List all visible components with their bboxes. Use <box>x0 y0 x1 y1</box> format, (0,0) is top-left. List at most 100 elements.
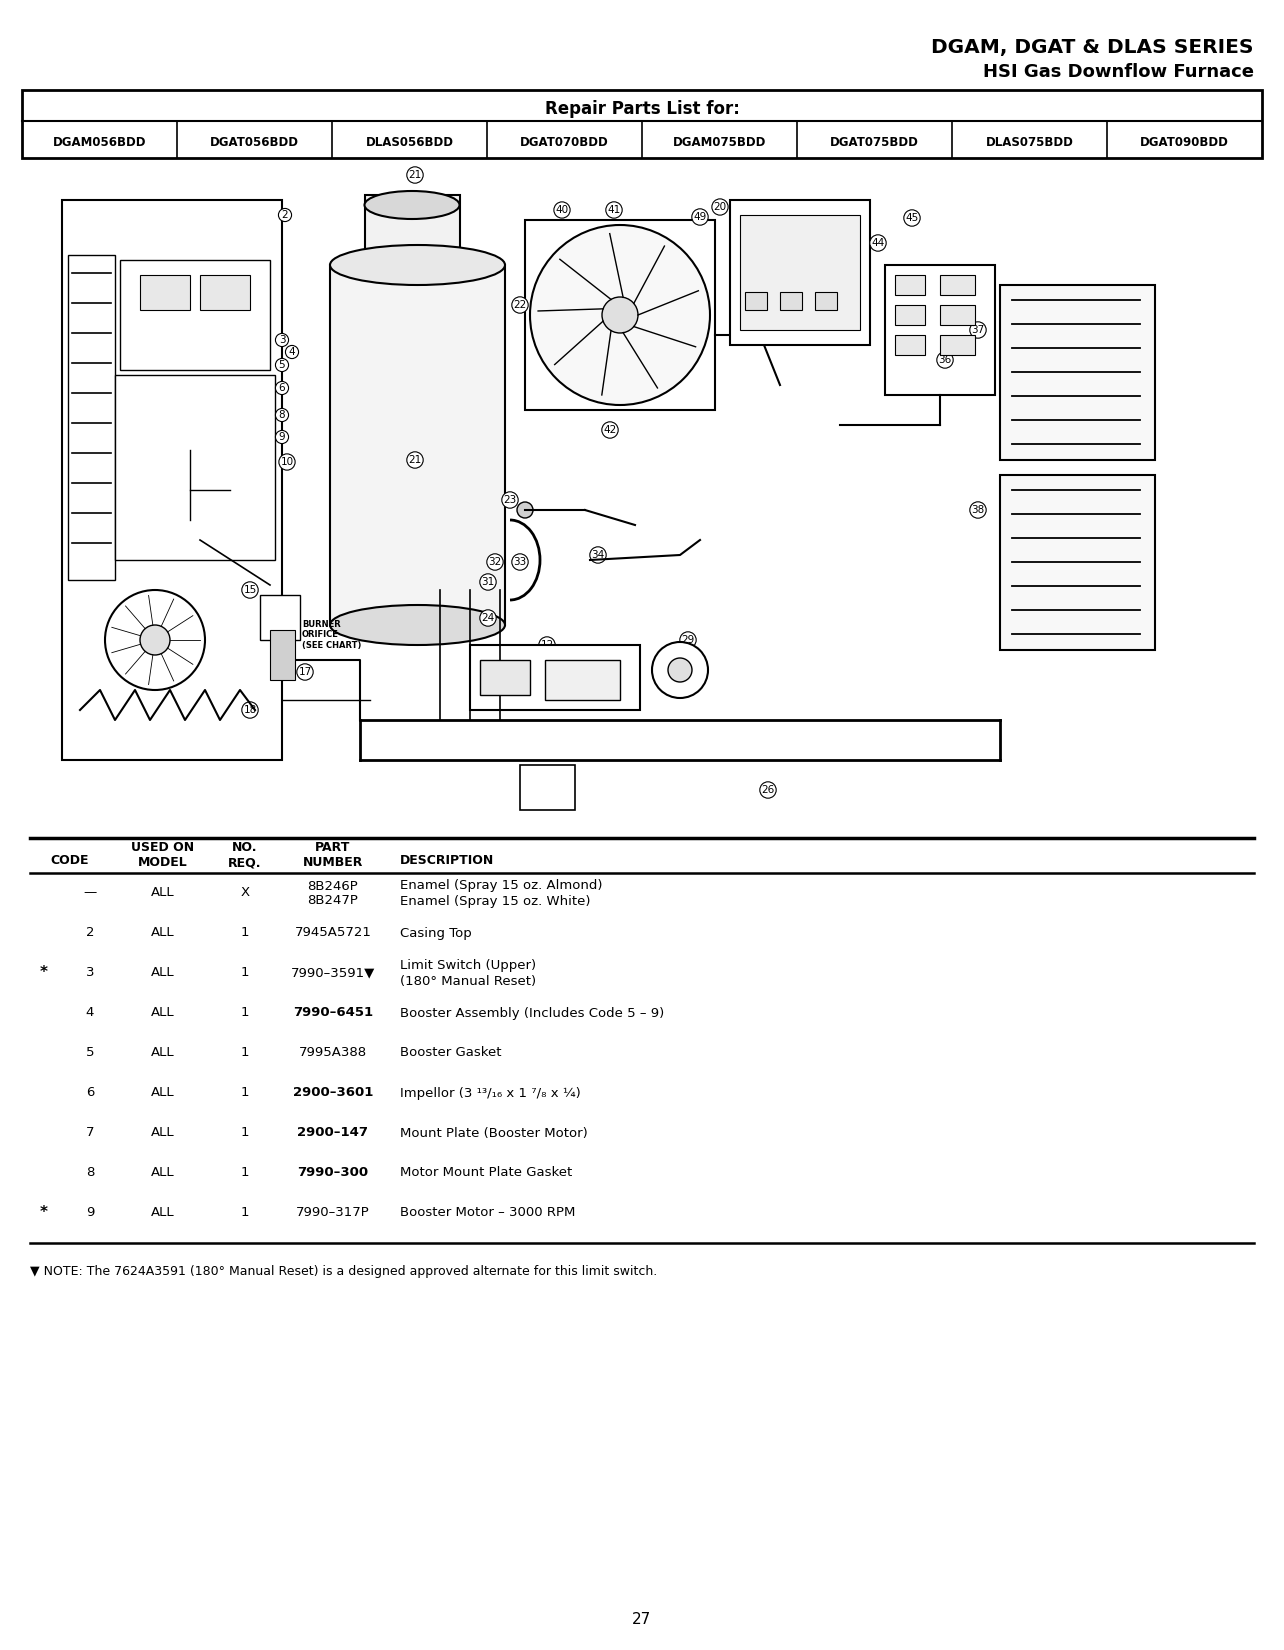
Text: 6: 6 <box>279 383 285 393</box>
Bar <box>544 660 620 700</box>
Bar <box>731 200 871 345</box>
Text: 29: 29 <box>682 635 695 645</box>
Text: DESCRIPTION: DESCRIPTION <box>401 853 494 866</box>
Circle shape <box>140 625 169 655</box>
Bar <box>745 292 767 310</box>
Text: 27: 27 <box>633 1612 651 1627</box>
Text: NO.
REQ.: NO. REQ. <box>229 842 262 870</box>
Bar <box>895 305 924 325</box>
Text: 8: 8 <box>279 409 285 421</box>
Text: Casing Top: Casing Top <box>401 927 471 939</box>
Circle shape <box>652 642 707 698</box>
Bar <box>470 645 639 710</box>
Text: 42: 42 <box>603 426 616 436</box>
Text: 40: 40 <box>556 205 569 214</box>
Text: 8B246P: 8B246P <box>308 879 358 893</box>
Bar <box>940 305 975 325</box>
Text: *: * <box>40 965 48 980</box>
Text: ALL: ALL <box>152 886 175 899</box>
Text: USED ON
MODEL: USED ON MODEL <box>131 842 195 870</box>
Text: CODE: CODE <box>51 853 90 866</box>
Text: 32: 32 <box>488 558 502 568</box>
Text: Mount Plate (Booster Motor): Mount Plate (Booster Motor) <box>401 1127 588 1140</box>
Bar <box>480 660 530 695</box>
Text: 15: 15 <box>244 586 257 596</box>
Text: 2: 2 <box>86 927 94 939</box>
Text: Booster Motor – 3000 RPM: Booster Motor – 3000 RPM <box>401 1206 575 1219</box>
Bar <box>885 266 995 394</box>
Text: 12: 12 <box>541 640 553 650</box>
Text: Enamel (Spray 15 oz. White): Enamel (Spray 15 oz. White) <box>401 894 591 908</box>
Bar <box>259 596 300 640</box>
Text: 34: 34 <box>592 549 605 559</box>
Text: 49: 49 <box>693 211 706 223</box>
Text: 2: 2 <box>281 210 289 219</box>
Text: ALL: ALL <box>152 967 175 980</box>
Text: 3: 3 <box>279 335 285 345</box>
Text: 6: 6 <box>86 1086 94 1099</box>
Text: 22: 22 <box>514 300 526 310</box>
Text: ALL: ALL <box>152 1167 175 1180</box>
Circle shape <box>105 591 205 690</box>
Text: DLAS056BDD: DLAS056BDD <box>366 135 453 148</box>
Text: DGAT090BDD: DGAT090BDD <box>1140 135 1229 148</box>
Text: Limit Switch (Upper): Limit Switch (Upper) <box>401 960 537 972</box>
Text: DGAT056BDD: DGAT056BDD <box>211 135 299 148</box>
Text: 9: 9 <box>86 1206 94 1219</box>
Text: 37: 37 <box>972 325 985 335</box>
Text: ALL: ALL <box>152 1206 175 1219</box>
Bar <box>740 214 860 330</box>
Text: 21: 21 <box>408 455 421 465</box>
Text: Enamel (Spray 15 oz. Almond): Enamel (Spray 15 oz. Almond) <box>401 879 602 893</box>
Text: 1: 1 <box>240 1046 249 1059</box>
Bar <box>116 375 275 559</box>
Ellipse shape <box>330 606 505 645</box>
Circle shape <box>530 224 710 404</box>
Bar <box>1000 285 1156 460</box>
Text: DGAM, DGAT & DLAS SERIES: DGAM, DGAT & DLAS SERIES <box>931 38 1254 58</box>
Bar <box>779 292 802 310</box>
Text: 7995A388: 7995A388 <box>299 1046 367 1059</box>
Text: 33: 33 <box>514 558 526 568</box>
Text: 5: 5 <box>86 1046 94 1059</box>
Text: 3: 3 <box>86 967 94 980</box>
Circle shape <box>668 658 692 681</box>
Text: 1: 1 <box>240 1006 249 1020</box>
Text: 2900–147: 2900–147 <box>298 1127 369 1140</box>
Text: 20: 20 <box>714 201 727 211</box>
Text: Booster Assembly (Includes Code 5 – 9): Booster Assembly (Includes Code 5 – 9) <box>401 1006 664 1020</box>
Ellipse shape <box>330 244 505 285</box>
Bar <box>940 276 975 295</box>
Text: Motor Mount Plate Gasket: Motor Mount Plate Gasket <box>401 1167 573 1180</box>
Text: 8B247P: 8B247P <box>308 894 358 908</box>
Text: ALL: ALL <box>152 927 175 939</box>
Bar <box>22 91 1262 158</box>
Text: X: X <box>240 886 249 899</box>
Text: 7990–3591▼: 7990–3591▼ <box>290 967 375 980</box>
Bar <box>365 195 460 266</box>
Text: 1: 1 <box>240 1086 249 1099</box>
Text: 1: 1 <box>240 967 249 980</box>
Text: 21: 21 <box>408 170 421 180</box>
Bar <box>330 266 505 625</box>
Text: 18: 18 <box>244 705 257 714</box>
Text: 7: 7 <box>86 1127 94 1140</box>
Bar <box>119 261 270 370</box>
Text: BURNER
ORIFICE
(SEE CHART): BURNER ORIFICE (SEE CHART) <box>302 620 361 650</box>
Text: 44: 44 <box>872 238 885 248</box>
Text: PART
NUMBER: PART NUMBER <box>303 842 363 870</box>
Bar <box>62 200 282 761</box>
Circle shape <box>602 297 638 333</box>
Text: 10: 10 <box>280 457 294 467</box>
Text: 26: 26 <box>761 785 774 795</box>
Text: 17: 17 <box>298 667 312 676</box>
Ellipse shape <box>365 251 460 279</box>
Text: ▼ NOTE: The 7624A3591 (180° Manual Reset) is a designed approved alternate for t: ▼ NOTE: The 7624A3591 (180° Manual Reset… <box>30 1264 657 1277</box>
Bar <box>140 276 190 310</box>
Text: 2900–3601: 2900–3601 <box>293 1086 374 1099</box>
Text: Impellor (3 ¹³/₁₆ x 1 ⁷/₈ x ¼): Impellor (3 ¹³/₁₆ x 1 ⁷/₈ x ¼) <box>401 1086 580 1099</box>
Bar <box>895 335 924 355</box>
Text: 45: 45 <box>905 213 918 223</box>
Text: DGAT070BDD: DGAT070BDD <box>520 135 609 148</box>
Text: Booster Gasket: Booster Gasket <box>401 1046 502 1059</box>
